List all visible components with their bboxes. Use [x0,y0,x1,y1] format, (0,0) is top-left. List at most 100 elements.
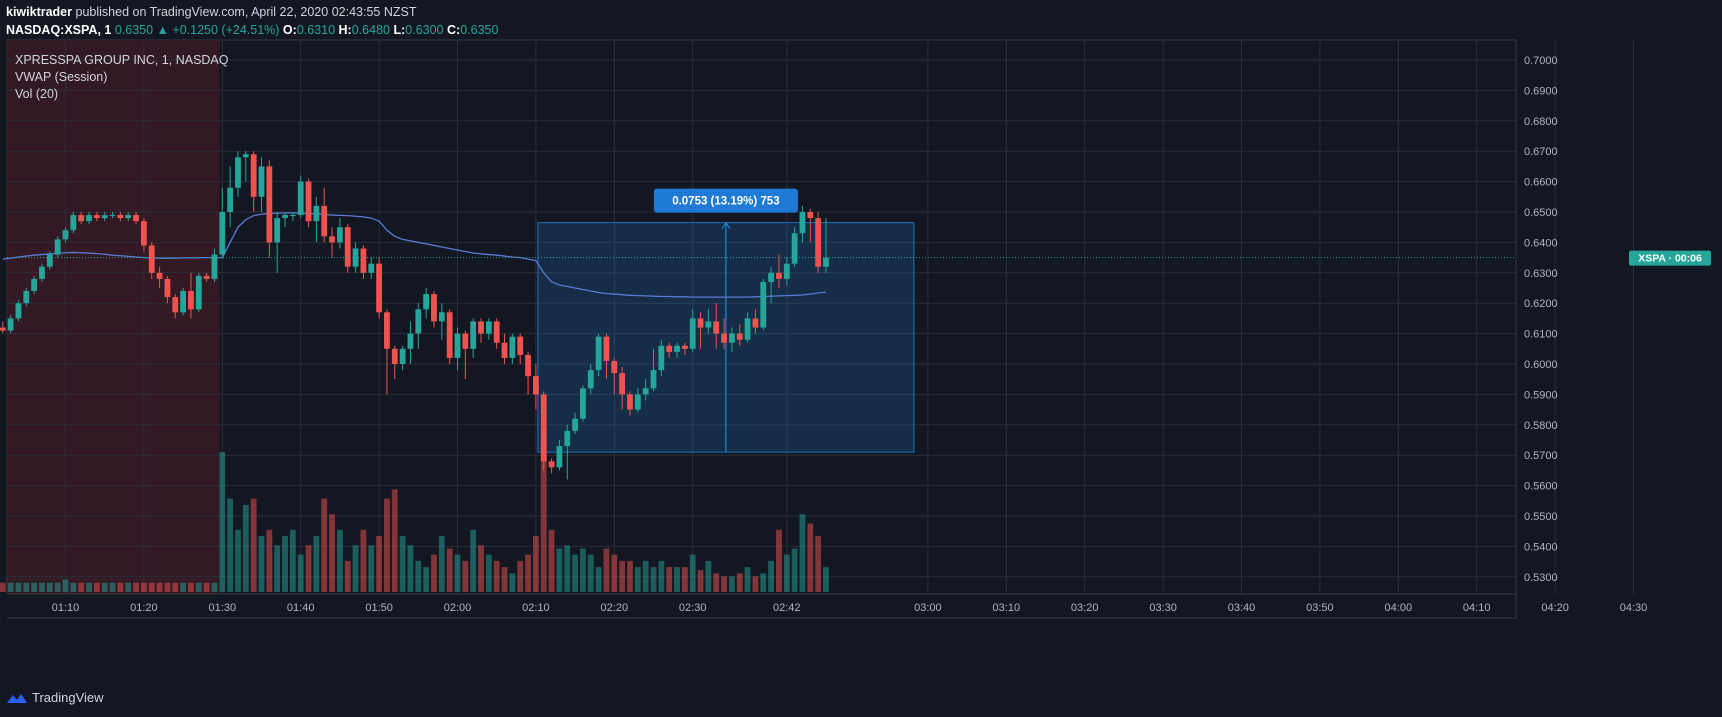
legend-volume[interactable]: Vol (20) [15,87,59,101]
candle-body [195,275,202,310]
candle-body [235,157,241,188]
candle-body [227,187,234,212]
volume-bar [462,560,469,592]
x-tick-label: 03:40 [1228,602,1256,614]
candle-body [39,266,45,279]
volume-bar [768,560,774,592]
volume-bar [791,548,798,592]
candle-body [274,218,281,243]
volume-bar [540,436,547,592]
candle-body [23,291,30,304]
candle-body [250,154,257,197]
candle-body [305,181,312,222]
y-tick-label: 0.6100 [1524,329,1558,341]
y-tick-label: 0.6700 [1524,146,1558,158]
volume-bar [744,567,751,592]
candle-body [172,297,179,313]
volume-bar [533,536,539,592]
volume-bar [313,536,320,592]
volume-bar [783,554,790,592]
volume-bar [666,567,673,592]
volume-bar [376,536,382,592]
volume-bar [360,529,367,592]
close-value: 0.6350 [460,23,499,37]
author-name[interactable]: kiwiktrader [6,5,73,19]
y-tick-label: 0.6600 [1524,177,1558,189]
volume-bar [485,554,492,592]
volume-bar [627,560,633,592]
volume-bar [595,567,602,592]
volume-bar [705,560,712,592]
y-tick-label: 0.7000 [1524,55,1558,67]
volume-bar [501,567,508,592]
volume-bar [101,582,108,592]
brand-name: TradingView [32,690,104,705]
candle-body [7,318,14,331]
x-tick-label: 02:10 [522,602,550,614]
candle-body [15,303,22,319]
change-value: +0.1250 (+24.51%) [172,23,280,37]
volume-bar [572,554,578,592]
volume-bar [337,529,343,592]
x-tick-label: 01:20 [130,602,158,614]
candle-body [164,278,171,298]
volume-bar [368,545,375,592]
candle-body [203,275,210,279]
candle-body [384,312,390,349]
candle-body [109,215,116,217]
y-tick-label: 0.5600 [1524,481,1558,493]
y-tick-label: 0.5900 [1524,389,1558,401]
candle-body [768,272,774,282]
candle-body [658,345,665,371]
candle-body [533,376,539,395]
candle-body [650,370,657,389]
volume-bar [70,582,77,592]
candle-body [517,336,524,355]
candle-body [744,318,751,340]
candle-body [148,245,155,273]
candle-body [776,272,782,279]
candle-body [446,312,453,358]
legend-title[interactable]: XPRESSPA GROUP INC, 1, NASDAQ [15,53,229,67]
candle-body [438,312,445,322]
candle-body [86,215,92,222]
candle-body [423,294,430,310]
y-tick-label: 0.5400 [1524,541,1558,553]
candle-body [399,348,406,364]
volume-bar [195,582,202,592]
candle-body [736,333,743,340]
candle-body [391,348,398,364]
x-tick-label: 03:00 [914,602,942,614]
candle-body [454,333,461,358]
volume-bar [156,582,163,592]
candle-body [62,230,69,240]
candle-body [572,418,578,431]
x-tick-label: 03:20 [1071,602,1099,614]
candle-body [462,333,469,349]
candle-body [117,215,124,219]
volume-bar [517,560,524,592]
volume-bar [23,582,30,592]
candle-body [415,309,422,334]
volume-bar [117,582,124,592]
volume-bar [305,545,312,592]
x-tick-label: 04:30 [1620,602,1648,614]
y-tick-label: 0.6800 [1524,116,1558,128]
candle-body [548,461,555,468]
volume-bar [297,554,304,592]
volume-bar [39,582,45,592]
volume-bar [760,573,767,592]
volume-bar [0,582,6,592]
candle-body [93,215,100,219]
candle-body [501,342,508,358]
volume-bar [93,582,100,592]
volume-bar [15,582,22,592]
volume-bar [180,582,186,592]
candle-body [674,345,680,352]
volume-bar [509,573,516,592]
candle-body [556,446,563,468]
legend-vwap[interactable]: VWAP (Session) [15,70,108,84]
x-tick-label: 02:30 [679,602,707,614]
footer-brand[interactable]: TradingView [6,690,104,705]
